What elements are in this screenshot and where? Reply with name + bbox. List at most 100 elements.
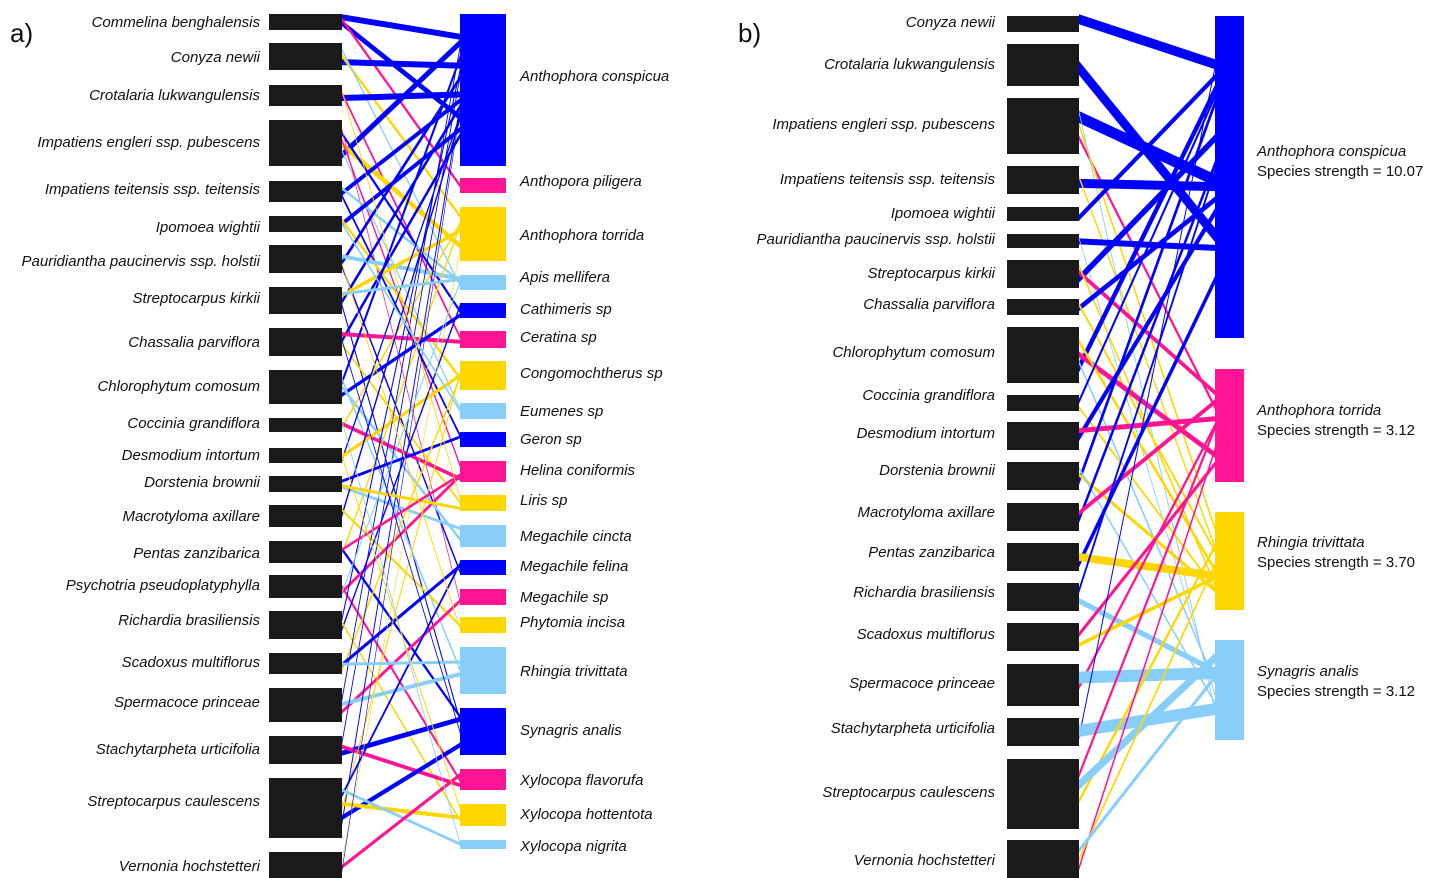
plant-label: Richardia brasiliensis [853, 584, 995, 601]
pollinator-bar [460, 525, 506, 547]
pollinator-bar [460, 769, 506, 790]
plant-bar [1007, 207, 1079, 221]
interaction-link [342, 73, 460, 746]
interaction-link [342, 264, 460, 574]
plant-bar [269, 852, 342, 878]
interaction-link [1079, 446, 1215, 871]
plant-label: Streptocarpus caulescens [822, 784, 995, 801]
interaction-link [342, 89, 460, 499]
species-strength-label: Species strength = 3.12 [1257, 683, 1415, 700]
interaction-link [342, 104, 460, 305]
interaction-link [342, 44, 460, 702]
interaction-link [1079, 405, 1215, 590]
interaction-link [1079, 674, 1215, 854]
interaction-link [342, 421, 460, 481]
plant-label: Coccinia grandiflora [862, 387, 995, 404]
pollinator-bar [460, 361, 506, 390]
plant-bar [1007, 623, 1079, 651]
plant-label: Impatiens engleri ssp. pubescens [37, 134, 260, 151]
interaction-link [1079, 167, 1215, 594]
plant-label: Coccinia grandiflora [127, 415, 260, 432]
plant-label: Desmodium intortum [857, 425, 995, 442]
pollinator-bar [460, 303, 506, 318]
interaction-link [1079, 575, 1215, 647]
species-strength-label: Species strength = 3.70 [1257, 554, 1415, 571]
interaction-link [342, 14, 460, 40]
plant-bar [1007, 718, 1079, 746]
interaction-link [342, 186, 460, 283]
interaction-link [342, 67, 460, 622]
plant-bar [269, 736, 342, 764]
pollinator-bar [460, 647, 506, 694]
interaction-link [342, 128, 460, 603]
interaction-link [342, 228, 460, 298]
plant-bar [269, 120, 342, 166]
plant-bar [1007, 327, 1079, 383]
interaction-link [342, 660, 460, 666]
pollinator-bar [1215, 640, 1244, 740]
plant-label: Macrotyloma axillare [122, 508, 260, 525]
interaction-link [342, 17, 460, 188]
interaction-link [342, 455, 460, 810]
plant-bar [269, 287, 342, 314]
pollinator-bar [460, 178, 506, 193]
pollinator-label: Eumenes sp [520, 403, 603, 420]
interaction-link [1079, 424, 1215, 779]
plant-label: Pentas zanzibarica [868, 544, 995, 561]
plant-bar [1007, 840, 1079, 878]
interaction-link [1079, 597, 1215, 674]
interaction-link [1079, 423, 1215, 690]
pollinator-bar [460, 432, 506, 447]
plant-label: Impatiens teitensis ssp. teitensis [780, 171, 996, 188]
plant-bar [269, 85, 342, 106]
pollinator-label: Helina coniformis [520, 462, 636, 479]
interaction-link [342, 48, 460, 287]
interaction-link [342, 371, 460, 812]
plant-label: Chassalia parviflora [863, 296, 995, 313]
panel-b-plants: Conyza newii Crotalaria lukwangulensis Imp… [757, 14, 1079, 878]
pollinator-bar [460, 840, 506, 849]
pollinator-bar [460, 207, 506, 261]
plant-bar [269, 611, 342, 639]
interaction-link [1079, 472, 1215, 593]
pollinator-bar [1215, 512, 1244, 610]
panel-b-pollinators: Anthophora conspicua Species strength = 1… [1215, 16, 1423, 740]
plant-bar [1007, 234, 1079, 248]
interaction-link [342, 584, 460, 783]
pollinator-label: Liris sp [520, 492, 568, 509]
pollinator-label: Megachile felina [520, 558, 628, 575]
interaction-link [1079, 543, 1215, 804]
plant-bar [1007, 260, 1079, 288]
pollinator-bar [460, 495, 506, 511]
interaction-link [342, 485, 460, 531]
plant-label: Pauridiantha paucinervis ssp. holstii [757, 231, 996, 248]
plant-label: Conyza newii [906, 14, 996, 31]
interaction-link [342, 280, 460, 594]
interaction-link [1079, 236, 1215, 697]
interaction-link [342, 561, 460, 798]
interaction-link [342, 375, 460, 672]
plant-label: Ipomoea wightii [156, 219, 261, 236]
plant-label: Vernonia hochstetteri [854, 852, 996, 869]
plant-label: Streptocarpus kirkii [867, 265, 995, 282]
plant-bar [1007, 759, 1079, 829]
plant-bar [1007, 664, 1079, 706]
interaction-link [342, 599, 460, 714]
pollinator-bar [460, 461, 506, 482]
pollinator-label: Xylocopa flavorufa [519, 772, 643, 789]
plant-bar [1007, 503, 1079, 531]
plant-label: Streptocarpus kirkii [132, 290, 260, 307]
plant-label: Dorstenia brownii [879, 462, 996, 479]
panel-a-label: a) [10, 18, 33, 48]
interaction-link [342, 304, 460, 632]
plant-label: Vernonia hochstetteri [119, 858, 261, 875]
panel-b-links [1079, 14, 1215, 871]
pollinator-bar [460, 560, 506, 575]
pollinator-label: Apis mellifera [519, 269, 610, 286]
interaction-link [1079, 135, 1215, 410]
pollinator-bar [460, 14, 506, 166]
plant-bar [269, 370, 342, 404]
interaction-link [342, 39, 460, 159]
interaction-link [1079, 98, 1215, 486]
